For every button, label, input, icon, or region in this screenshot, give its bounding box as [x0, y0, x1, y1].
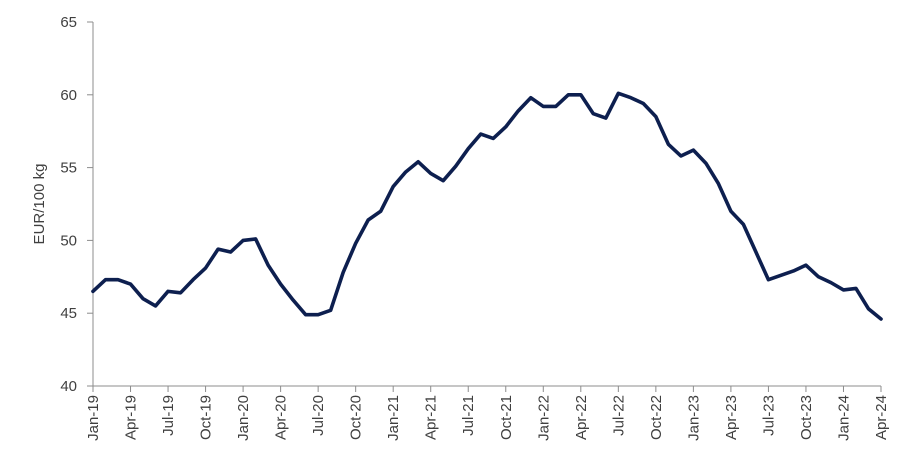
data-point	[604, 117, 607, 120]
data-point	[679, 154, 682, 157]
x-tick-label: Jan-24	[835, 395, 852, 441]
data-point	[404, 170, 407, 173]
data-point	[704, 162, 707, 165]
data-point	[880, 318, 883, 321]
y-tick-label: 45	[60, 305, 77, 322]
data-point	[629, 96, 632, 99]
data-point	[554, 105, 557, 108]
data-point	[279, 283, 282, 286]
data-point	[517, 109, 520, 112]
data-point	[204, 267, 207, 270]
data-point	[854, 287, 857, 290]
x-tick-label: Jul-19	[160, 395, 177, 436]
data-point	[492, 137, 495, 140]
data-point	[367, 219, 370, 222]
data-point	[454, 165, 457, 168]
data-point	[217, 248, 220, 251]
data-point	[504, 125, 507, 128]
data-point	[142, 297, 145, 300]
x-tick-label: Oct-19	[198, 395, 215, 440]
x-tick-label: Jan-19	[85, 395, 102, 441]
x-tick-label: Jul-23	[760, 395, 777, 436]
data-point	[542, 105, 545, 108]
series-layer	[91, 91, 883, 321]
data-point	[379, 210, 382, 213]
x-tick-label: Apr-19	[123, 395, 140, 440]
y-tick-label: 40	[60, 378, 77, 395]
y-axis: 40 45 50 55 60 65	[60, 14, 94, 395]
data-point	[304, 313, 307, 316]
series-line	[91, 91, 883, 321]
x-tick-label: Apr-23	[723, 395, 740, 440]
data-point	[192, 278, 195, 281]
data-point	[792, 269, 795, 272]
x-tick-label: Apr-22	[573, 395, 590, 440]
y-tick-label: 65	[60, 14, 77, 31]
data-point	[479, 133, 482, 136]
data-point	[254, 237, 257, 240]
data-point	[154, 304, 157, 307]
y-tick-label: 50	[60, 232, 77, 249]
data-point	[267, 264, 270, 267]
data-point	[654, 115, 657, 118]
data-point	[129, 283, 132, 286]
x-tick-label: Jul-22	[610, 395, 627, 436]
x-tick-label: Oct-22	[648, 395, 665, 440]
x-tick-label: Apr-20	[273, 395, 290, 440]
y-tick-label: 55	[60, 160, 77, 177]
x-tick-label: Jan-23	[685, 395, 702, 441]
x-tick-label: Jan-22	[535, 395, 552, 441]
data-point	[829, 281, 832, 284]
data-point	[779, 274, 782, 277]
data-point	[742, 223, 745, 226]
x-tick-label: Jan-21	[385, 395, 402, 441]
data-point	[442, 179, 445, 182]
data-point	[842, 288, 845, 291]
x-tick-label: Oct-20	[348, 395, 365, 440]
data-point	[167, 290, 170, 293]
data-point	[529, 96, 532, 99]
data-point	[429, 172, 432, 175]
data-point	[754, 251, 757, 254]
x-tick-label: Apr-21	[423, 395, 440, 440]
x-tick-label: Oct-21	[498, 395, 515, 440]
data-point	[567, 93, 570, 96]
x-tick-label: Jul-20	[310, 395, 327, 436]
data-point	[804, 264, 807, 267]
data-point	[867, 307, 870, 310]
data-point	[642, 102, 645, 105]
data-point	[229, 251, 232, 254]
data-point	[179, 291, 182, 294]
data-point	[592, 112, 595, 115]
y-tick-label: 60	[60, 87, 77, 104]
data-point	[242, 239, 245, 242]
x-axis: Jan-19 Apr-19 Jul-19 Oct-19 Jan-20 Apr-20 Jul-…	[85, 385, 890, 441]
data-point	[354, 242, 357, 245]
data-point	[342, 271, 345, 274]
data-point	[92, 290, 95, 293]
data-point	[617, 92, 620, 95]
data-point	[292, 299, 295, 302]
x-tick-label: Jul-21	[460, 395, 477, 436]
data-point	[667, 143, 670, 146]
data-point	[817, 275, 820, 278]
data-point	[104, 278, 107, 281]
data-point	[317, 313, 320, 316]
data-point	[392, 185, 395, 188]
data-point	[767, 278, 770, 281]
x-tick-label: Oct-23	[798, 395, 815, 440]
data-point	[117, 278, 120, 281]
data-point	[467, 147, 470, 150]
data-point	[729, 210, 732, 213]
x-tick-label: Jan-20	[235, 395, 252, 441]
data-point	[329, 309, 332, 312]
data-point	[579, 93, 582, 96]
data-point	[417, 160, 420, 163]
x-tick-label: Apr-24	[873, 395, 890, 440]
data-point	[692, 149, 695, 152]
y-axis-title: EUR/100 kg	[31, 164, 48, 245]
data-point	[717, 182, 720, 185]
